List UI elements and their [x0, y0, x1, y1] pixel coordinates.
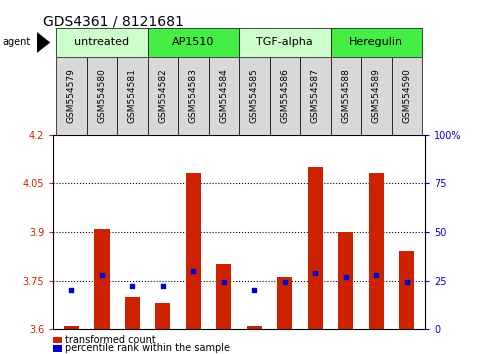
Bar: [247, 326, 262, 329]
Text: GSM554584: GSM554584: [219, 68, 228, 123]
Bar: [117, 57, 148, 135]
Text: GSM554589: GSM554589: [372, 68, 381, 123]
Bar: [64, 326, 79, 329]
Text: GSM554587: GSM554587: [311, 68, 320, 123]
Point: [98, 272, 106, 278]
Bar: [338, 232, 354, 329]
Text: GSM554590: GSM554590: [402, 68, 411, 123]
Point: [312, 270, 319, 276]
Bar: [277, 277, 292, 329]
Point: [251, 287, 258, 293]
Bar: [178, 57, 209, 135]
Point: [372, 272, 380, 278]
Point: [342, 274, 350, 280]
Polygon shape: [37, 32, 50, 53]
Bar: [216, 264, 231, 329]
Text: transformed count: transformed count: [65, 335, 156, 345]
Text: TGF-alpha: TGF-alpha: [256, 38, 313, 47]
Text: GSM554586: GSM554586: [280, 68, 289, 123]
Point: [68, 287, 75, 293]
Text: GSM554583: GSM554583: [189, 68, 198, 123]
Point: [281, 280, 289, 285]
Text: GSM554582: GSM554582: [158, 68, 168, 123]
Bar: [361, 57, 392, 135]
Point: [128, 284, 136, 289]
Text: GSM554585: GSM554585: [250, 68, 259, 123]
Point: [189, 268, 197, 274]
Bar: [239, 57, 270, 135]
Text: Heregulin: Heregulin: [349, 38, 403, 47]
Bar: [148, 28, 239, 57]
Bar: [369, 173, 384, 329]
Bar: [330, 28, 422, 57]
Bar: [56, 28, 148, 57]
Bar: [125, 297, 140, 329]
Bar: [270, 57, 300, 135]
Bar: [300, 57, 330, 135]
Text: GSM554588: GSM554588: [341, 68, 350, 123]
Bar: [392, 57, 422, 135]
Point: [403, 280, 411, 285]
Bar: [209, 57, 239, 135]
Text: untreated: untreated: [74, 38, 129, 47]
Text: GSM554580: GSM554580: [98, 68, 106, 123]
Text: GDS4361 / 8121681: GDS4361 / 8121681: [43, 14, 185, 28]
Text: GSM554579: GSM554579: [67, 68, 76, 123]
Bar: [155, 303, 170, 329]
Text: percentile rank within the sample: percentile rank within the sample: [65, 343, 230, 353]
Bar: [186, 173, 201, 329]
Bar: [399, 251, 414, 329]
Text: AP1510: AP1510: [172, 38, 214, 47]
Bar: [56, 57, 86, 135]
Bar: [86, 57, 117, 135]
Bar: [330, 57, 361, 135]
Bar: [239, 28, 330, 57]
Text: agent: agent: [2, 38, 30, 47]
Bar: [308, 167, 323, 329]
Point: [159, 284, 167, 289]
Bar: [94, 229, 110, 329]
Point: [220, 280, 227, 285]
Bar: [148, 57, 178, 135]
Text: GSM554581: GSM554581: [128, 68, 137, 123]
